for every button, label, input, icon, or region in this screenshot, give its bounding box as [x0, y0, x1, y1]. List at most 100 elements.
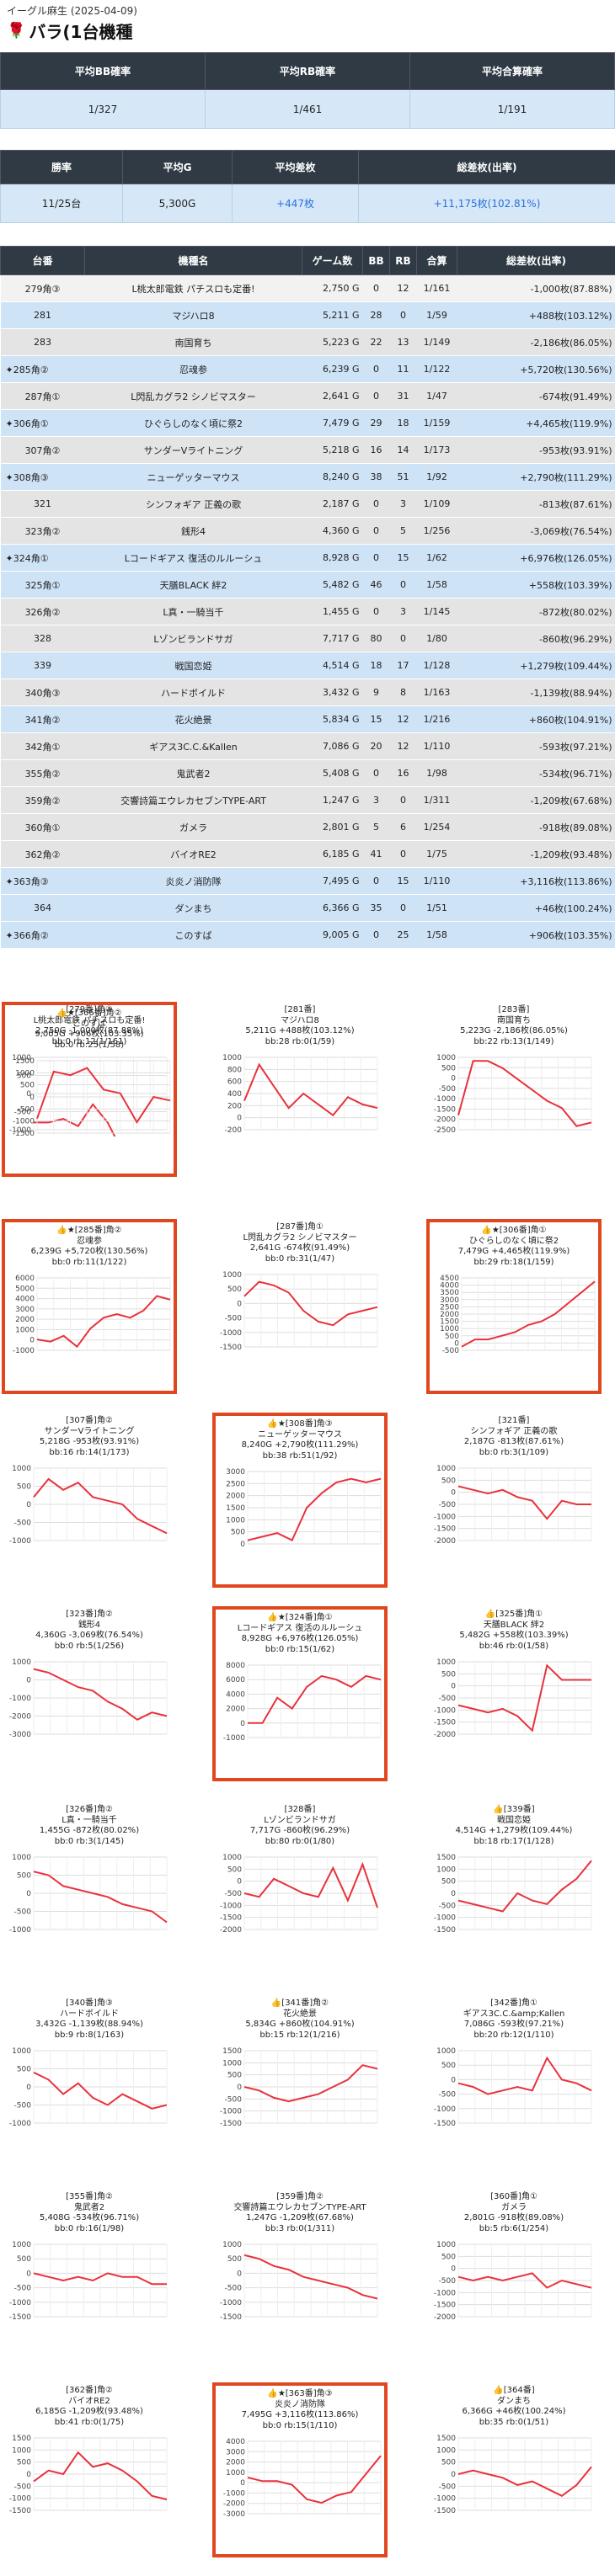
diff-series-line	[247, 1477, 382, 1542]
unit-number: 364	[0, 894, 85, 922]
unit-chart-card[interactable]: [359番]角② 交響詩篇エウレカセブンTYPE-ART 1,247G -1,209…	[212, 2189, 388, 2364]
y-tick-label: 1000	[436, 1054, 456, 1062]
table-row[interactable]: ✦324角① Lコードギアス 復活のルルーシュ 8,928 G 0 15 1/62 +6,9…	[0, 544, 615, 572]
card-machine: ひぐらしのなく頃に祭2	[468, 1236, 559, 1246]
card-unit: [307番]角②	[66, 1416, 113, 1425]
unit-chart-card[interactable]: 👍★[366番]角② このすば 9,005G +906枚(103.35%) bb:0 …	[2, 1002, 177, 1177]
unit-chart-card[interactable]: [362番]角② バイオRE2 6,185G -1,209枚(93.48%) bb:4…	[2, 2382, 177, 2557]
unit-chart-card[interactable]: [287番]角① L閃乱カグラ2 シノビマスター 2,641G -674枚(91.4…	[212, 1219, 388, 1394]
table-row[interactable]: 287角① L閃乱カグラ2 シノビマスター 2,641 G 0 31 1/47 -674枚(…	[0, 382, 615, 410]
table-row[interactable]: 355角② 鬼武者2 5,408 G 0 16 1/98 -534枚(96.71%)	[0, 759, 615, 787]
table-row[interactable]: 362角② バイオRE2 6,185 G 41 0 1/75 -1,209枚(93.48%)	[0, 840, 615, 868]
game-count: 7,717 G	[302, 625, 363, 652]
unit-chart-card[interactable]: [360番]角① ガメラ 2,801G -918枚(89.08%) bb:5 rb:6…	[426, 2189, 602, 2364]
combined-rate: 1/98	[416, 759, 457, 787]
unit-chart-card[interactable]: [326番]角② L真・一騎当千 1,455G -872枚(80.02%) bb:0 …	[2, 1802, 177, 1977]
summary-header: 平均差枚	[232, 150, 359, 184]
unit-chart-card[interactable]: 👍★[306番]角① ひぐらしのなく頃に祭2 7,479G +4,465枚(119.…	[426, 1219, 602, 1394]
unit-chart-card[interactable]: [342番]角① ギアス3C.C.&amp;Kallen 7,086G -593枚(…	[426, 1995, 602, 2170]
table-row[interactable]: ✦308角③ ニューゲッターマウス 8,240 G 38 51 1/92 +2,790枚(1…	[0, 463, 615, 491]
combined-rate: 1/75	[416, 840, 457, 868]
table-row[interactable]: 359角② 交響詩篇エウレカセブンTYPE-ART 1,247 G 3 0 1/311 -1…	[0, 786, 615, 814]
diff-line-chart: 1000 500 0 -500 -1000 -1500 -2000	[434, 1465, 592, 1546]
card-result: 6,366G +46枚(100.24%)	[462, 2407, 566, 2416]
unit-chart-card[interactable]: [321番] シンフォギア 正義の歌 2,187G -813枚(87.61%) bb:…	[426, 1413, 602, 1588]
unit-chart-card[interactable]: 👍[364番] ダンまち 6,366G +46枚(100.24%) bb:35 rb:…	[426, 2382, 602, 2557]
table-row[interactable]: 341角② 花火絶景 5,834 G 15 12 1/216 +860枚(104.91%)	[0, 705, 615, 733]
y-tick-label: 1000	[222, 2059, 242, 2068]
summary-value: 1/327	[0, 89, 206, 129]
unit-chart-card[interactable]: [281番] マジハロ8 5,211G +488枚(103.12%) bb:28 rb…	[212, 1002, 388, 1177]
unit-chart-card[interactable]: [307番]角② サンダーVライトニング 5,218G -953枚(93.91%) b…	[2, 1413, 177, 1588]
bb-count: 0	[362, 382, 390, 410]
card-unit: [287番]角①	[276, 1222, 324, 1232]
card-stats: bb:0 rb:5(1/256)	[54, 1641, 125, 1651]
unit-chart-card[interactable]: 👍[341番]角② 花火絶景 5,834G +860枚(104.91%) bb:15 …	[212, 1995, 388, 2170]
card-stats: bb:5 rb:6(1/254)	[479, 2223, 549, 2233]
table-row[interactable]: ✦306角① ひぐらしのなく頃に祭2 7,479 G 29 18 1/159 +4,465枚…	[0, 409, 615, 437]
unit-chart-card[interactable]: [283番] 南国育ち 5,223G -2,186枚(86.05%) bb:22 rb…	[426, 1002, 602, 1177]
diff-series-line	[33, 1477, 168, 1535]
table-row[interactable]: 325角① 天膳BLACK 絆2 5,482 G 46 0 1/58 +558枚(103.3…	[0, 571, 615, 599]
total-diff: +5,720枚(130.56%)	[457, 355, 615, 383]
y-tick-label: 0	[26, 2471, 31, 2479]
y-tick-label: 500	[441, 2253, 456, 2261]
table-row[interactable]: 307角② サンダーVライトニング 5,218 G 16 14 1/173 -953枚(93…	[0, 436, 615, 464]
card-result: 5,834G +860枚(104.91%)	[245, 2020, 355, 2029]
card-unit: [326番]角②	[66, 1805, 113, 1814]
game-count: 6,239 G	[302, 355, 363, 383]
table-row[interactable]: ✦366角② このすば 9,005 G 0 25 1/58 +906枚(103.35%)	[0, 921, 615, 949]
game-count: 6,185 G	[302, 840, 363, 868]
unit-chart-card[interactable]: 👍[325番]角① 天膳BLACK 絆2 5,482G +558枚(103.39%)…	[426, 1606, 602, 1781]
y-tick-label: 400	[227, 1090, 242, 1099]
table-row[interactable]: 339 戦国恋姫 4,514 G 18 17 1/128 +1,279枚(109.44%)	[0, 652, 615, 679]
table-row[interactable]: 342角① ギアス3C.C.&Kallen 7,086 G 20 12 1/110 -593…	[0, 732, 615, 760]
table-row[interactable]: 326角② L真・一騎当千 1,455 G 0 3 1/145 -872枚(80.02%)	[0, 598, 615, 625]
unit-chart-card[interactable]: [323番]角② 銭形4 4,360G -3,069枚(76.54%) bb:0 rb…	[2, 1606, 177, 1781]
table-row[interactable]: 321 シンフォギア 正義の歌 2,187 G 0 3 1/109 -813枚(87.61%…	[0, 490, 615, 518]
unit-chart-card[interactable]: 👍[339番] 戦国恋姫 4,514G +1,279枚(109.44%) bb:18 …	[426, 1802, 602, 1977]
y-tick-label: -1000	[434, 2105, 456, 2114]
total-diff: +488枚(103.12%)	[457, 301, 615, 329]
unit-chart-card[interactable]: 👍★[285番]角② 忍魂参 6,239G +5,720枚(130.56%) bb:0…	[2, 1219, 177, 1394]
unit-chart-card[interactable]: 👍★[363番]角③ 炎炎ノ消防隊 7,495G +3,116枚(113.86%) b…	[212, 2382, 388, 2557]
table-row[interactable]: 281 マジハロ8 5,211 G 28 0 1/59 +488枚(103.12%)	[0, 301, 615, 329]
y-tick-label: 1000	[15, 1069, 35, 1078]
table-row[interactable]: 328 Lゾンビランドサガ 7,717 G 80 0 1/80 -860枚(96.29%)	[0, 625, 615, 652]
table-row[interactable]: ✦285角② 忍魂参 6,239 G 0 11 1/122 +5,720枚(130.56%)	[0, 355, 615, 383]
card-machine: 炎炎ノ消防隊	[275, 2399, 325, 2409]
table-row[interactable]: 279角③ L桃太郎電鉄 パチスロも定番! 2,750 G 0 12 1/161 -1,00…	[0, 274, 615, 302]
diff-line-chart: 1000 500 0 -500 -1000 -1500 -2000	[220, 1854, 378, 1935]
combined-rate: 1/80	[416, 625, 457, 652]
unit-chart-card[interactable]: [328番] Lゾンビランドサガ 7,717G -860枚(96.29%) bb:80…	[212, 1802, 388, 1977]
card-machine: 忍魂参	[77, 1236, 102, 1246]
table-row[interactable]: 323角② 銭形4 4,360 G 0 5 1/256 -3,069枚(76.54%)	[0, 517, 615, 545]
table-row[interactable]: 340角③ ハードボイルド 3,432 G 9 8 1/163 -1,139枚(88.94%…	[0, 679, 615, 706]
y-tick-label: 2500	[440, 1303, 459, 1312]
table-row[interactable]: 364 ダンまち 6,366 G 35 0 1/51 +46枚(100.24%)	[0, 894, 615, 922]
unit-chart-card[interactable]: [355番]角② 鬼武者2 5,408G -534枚(96.71%) bb:0 rb:…	[2, 2189, 177, 2364]
table-row[interactable]: 283 南国育ち 5,223 G 22 13 1/149 -2,186枚(86.05%)	[0, 328, 615, 356]
unit-chart-card[interactable]: 👍★[324番]角① Lコードギアス 復活のルルーシュ 8,928G +6,976枚…	[212, 1606, 388, 1781]
table-row[interactable]: ✦363角③ 炎炎ノ消防隊 7,495 G 0 15 1/110 +3,116枚(113.8…	[0, 867, 615, 895]
machine-name: このすば	[84, 921, 302, 949]
star-icon: ★	[277, 1613, 286, 1622]
total-diff: +860枚(104.91%)	[457, 705, 615, 733]
unit-chart-card[interactable]: 👍★[308番]角③ ニューゲッターマウス 8,240G +2,790枚(111.2…	[212, 1413, 388, 1588]
machine-name: ニューゲッターマウス	[84, 463, 302, 491]
table-header: 合算	[416, 246, 457, 275]
y-tick-label: 5000	[15, 1285, 35, 1293]
total-diff: -2,186枚(86.05%)	[457, 328, 615, 356]
table-row[interactable]: 360角① ガメラ 2,801 G 5 6 1/254 -918枚(89.08%)	[0, 813, 615, 841]
y-tick-label: 6000	[226, 1676, 245, 1685]
game-count: 7,479 G	[302, 409, 363, 437]
y-tick-label: -1000	[223, 1734, 245, 1743]
card-stats: bb:16 rb:14(1/173)	[49, 1447, 130, 1457]
y-tick-label: 1000	[436, 1658, 456, 1667]
card-machine: シンフォギア 正義の歌	[470, 1426, 558, 1436]
y-tick-label: 0	[237, 1115, 242, 1123]
table-header: 総差枚(出率)	[457, 246, 615, 275]
y-tick-label: 0	[240, 1541, 245, 1549]
unit-chart-card[interactable]: [340番]角③ ハードボイルド 3,432G -1,139枚(88.94%) bb:…	[2, 1995, 177, 2170]
